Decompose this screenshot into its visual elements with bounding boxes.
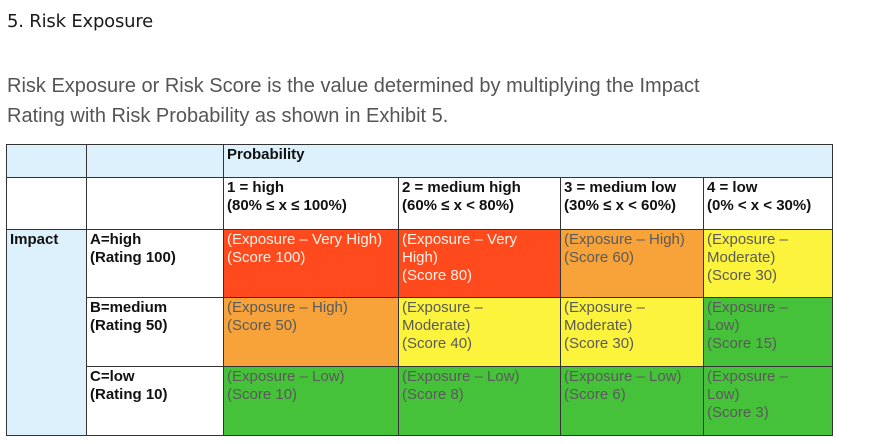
probability-level-header: 4 = low (0% < x < 30%) <box>702 177 834 230</box>
impact-row-a: Impact A=high (Rating 100) (Exposure – V… <box>6 229 834 436</box>
probability-levels-row: 1 = high (80% ≤ x ≤ 100%) 2 = medium hig… <box>6 177 834 230</box>
exposure-text: (Exposure – Very <box>402 231 518 248</box>
exposure-cell: (Exposure – Moderate) (Score 40) <box>398 297 561 367</box>
exposure-text: (Score 50) <box>227 317 298 334</box>
exposure-text: (Score 40) <box>402 335 473 352</box>
exposure-text: (Exposure – Low) <box>227 368 345 385</box>
exposure-text: (Score 60) <box>564 249 635 266</box>
exposure-text: (Score 15) <box>707 335 778 352</box>
exposure-text: (Exposure – Low) <box>564 368 682 385</box>
corner-cell <box>86 144 224 178</box>
intro-line: Risk Exposure or Risk Score is the value… <box>7 75 700 97</box>
exposure-text: (Score 30) <box>707 267 778 284</box>
intro-paragraph: Risk Exposure or Risk Score is the value… <box>7 71 827 131</box>
exposure-cell: (Exposure – Low) (Score 8) <box>398 366 561 436</box>
corner-cell <box>6 144 87 178</box>
exposure-text: (Exposure – <box>707 231 788 248</box>
exposure-cell: (Exposure – Moderate) (Score 30) <box>702 229 834 298</box>
exposure-text: High) <box>402 249 438 266</box>
exposure-text: Moderate) <box>402 317 471 334</box>
intro-line: Rating with Risk Probability as shown in… <box>7 105 449 127</box>
exposure-cell: (Exposure – Moderate) (Score 30) <box>560 297 704 367</box>
exposure-cell: (Exposure – Low) (Score 15) <box>702 297 834 367</box>
risk-exposure-matrix: Probability 1 = high (80% ≤ x ≤ 100%) 2 … <box>6 144 834 436</box>
impact-level-header: A=high (Rating 100) <box>86 229 224 298</box>
exposure-text: (Score 3) <box>707 404 769 421</box>
exposure-text: (Score 8) <box>402 386 464 403</box>
probability-header-row: Probability <box>6 144 834 178</box>
exposure-cell: (Exposure – Low) (Score 10) <box>223 366 399 436</box>
exposure-text: (Score 100) <box>227 249 306 266</box>
blank-cell <box>86 177 224 230</box>
exposure-text: (Exposure – <box>707 299 788 316</box>
exposure-text: (Exposure – <box>564 299 645 316</box>
exposure-cell: (Exposure – High) (Score 60) <box>560 229 704 298</box>
impact-label: Impact <box>6 229 87 436</box>
section-heading: 5. Risk Exposure <box>7 11 154 32</box>
exposure-text: (Score 80) <box>402 267 473 284</box>
exposure-text: (Exposure – High) <box>227 299 348 316</box>
exposure-cell: (Exposure – Low) (Score 6) <box>560 366 704 436</box>
impact-level-header: B=medium (Rating 50) <box>86 297 224 367</box>
exposure-text: Low) <box>707 317 740 334</box>
impact-row-b: B=medium (Rating 50) (Exposure – High) (S… <box>7 297 834 367</box>
probability-level-header: 2 = medium high (60% ≤ x < 80%) <box>398 177 561 230</box>
exposure-text: (Score 6) <box>564 386 626 403</box>
exposure-text: Moderate) <box>564 317 633 334</box>
exposure-text: (Exposure – <box>707 368 788 385</box>
probability-level-header: 1 = high (80% ≤ x ≤ 100%) <box>223 177 399 230</box>
probability-label: Probability <box>222 144 834 178</box>
exposure-text: (Score 10) <box>227 386 298 403</box>
exposure-cell: (Exposure – Very High) (Score 100) <box>223 229 399 298</box>
exposure-text: (Score 30) <box>564 335 635 352</box>
exposure-text: Moderate) <box>707 249 776 266</box>
exposure-text: Low) <box>707 386 740 403</box>
exposure-text: (Exposure – Low) <box>402 368 520 385</box>
impact-row-c: C=low (Rating 10) (Exposure – Low) (Score… <box>7 366 834 436</box>
exposure-cell: (Exposure – High) (Score 50) <box>223 297 399 367</box>
exposure-text: (Exposure – High) <box>564 231 685 248</box>
exposure-text: (Exposure – <box>402 299 483 316</box>
exposure-cell: (Exposure – Low) (Score 3) <box>702 366 834 436</box>
exposure-text: (Exposure – Very High) <box>227 231 383 248</box>
blank-cell <box>6 177 87 230</box>
impact-level-header: C=low (Rating 10) <box>86 366 224 436</box>
exposure-cell: (Exposure – Very High) (Score 80) <box>398 229 561 298</box>
probability-level-header: 3 = medium low (30% ≤ x < 60%) <box>560 177 704 230</box>
